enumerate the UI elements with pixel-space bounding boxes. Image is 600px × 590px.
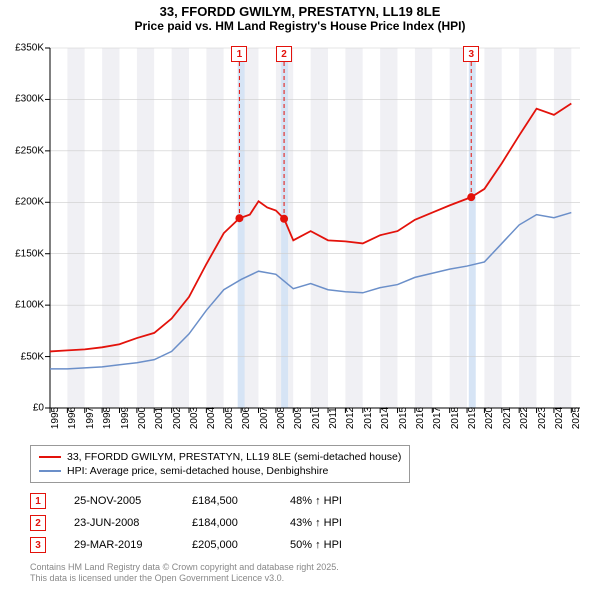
sale-diff: 50% ↑ HPI (290, 539, 370, 551)
x-tick-label: 2006 (241, 407, 252, 429)
x-tick-label: 2005 (224, 407, 235, 429)
legend-label: HPI: Average price, semi-detached house,… (67, 465, 328, 477)
chart-title-block: 33, FFORDD GWILYM, PRESTATYN, LL19 8LE P… (0, 0, 600, 33)
x-tick-label: 2002 (172, 407, 183, 429)
y-tick-label: £300K (15, 94, 44, 105)
x-tick-label: 2023 (537, 407, 548, 429)
sales-row: 3 29-MAR-2019 £205,000 50% ↑ HPI (30, 534, 370, 556)
x-tick-label: 2000 (137, 407, 148, 429)
x-tick-label: 2018 (450, 407, 461, 429)
sale-date: 25-NOV-2005 (74, 495, 164, 507)
chart-sale-marker: 1 (231, 46, 247, 62)
legend-item: HPI: Average price, semi-detached house,… (39, 464, 401, 478)
x-tick-label: 1995 (50, 407, 61, 429)
x-tick-label: 2004 (206, 407, 217, 429)
sales-row: 2 23-JUN-2008 £184,000 43% ↑ HPI (30, 512, 370, 534)
chart-svg (0, 40, 600, 440)
chart-sale-marker: 3 (463, 46, 479, 62)
x-tick-label: 2021 (502, 407, 513, 429)
x-tick-label: 2020 (484, 407, 495, 429)
x-tick-label: 2025 (571, 407, 582, 429)
chart-sale-marker: 2 (276, 46, 292, 62)
x-tick-label: 2011 (328, 407, 339, 429)
x-tick-label: 1997 (85, 407, 96, 429)
sale-marker-box: 3 (30, 537, 46, 553)
chart-area: £0 £50K £100K £150K £200K £250K £300K £350K 199… (0, 40, 600, 440)
x-tick-label: 2001 (154, 407, 165, 429)
footnote: Contains HM Land Registry data © Crown c… (30, 562, 339, 584)
sale-price: £184,000 (192, 517, 262, 529)
x-tick-label: 2012 (345, 407, 356, 429)
sale-diff: 43% ↑ HPI (290, 517, 370, 529)
legend: 33, FFORDD GWILYM, PRESTATYN, LL19 8LE (… (30, 445, 410, 483)
x-tick-label: 2010 (311, 407, 322, 429)
x-tick-label: 2016 (415, 407, 426, 429)
x-tick-label: 2019 (467, 407, 478, 429)
legend-swatch (39, 456, 61, 458)
x-tick-label: 2013 (363, 407, 374, 429)
sales-row: 1 25-NOV-2005 £184,500 48% ↑ HPI (30, 490, 370, 512)
chart-title-line2: Price paid vs. HM Land Registry's House … (0, 19, 600, 33)
y-tick-label: £350K (15, 43, 44, 54)
y-tick-label: £100K (15, 300, 44, 311)
sale-marker-box: 1 (30, 493, 46, 509)
x-tick-label: 2009 (293, 407, 304, 429)
sale-price: £205,000 (192, 539, 262, 551)
x-tick-label: 2014 (380, 407, 391, 429)
sale-date: 29-MAR-2019 (74, 539, 164, 551)
sale-price: £184,500 (192, 495, 262, 507)
x-tick-label: 2024 (554, 407, 565, 429)
x-tick-label: 1999 (120, 407, 131, 429)
sales-table: 1 25-NOV-2005 £184,500 48% ↑ HPI 2 23-JUN-200… (30, 490, 370, 556)
chart-title-line1: 33, FFORDD GWILYM, PRESTATYN, LL19 8LE (0, 4, 600, 19)
x-tick-label: 2017 (432, 407, 443, 429)
x-tick-label: 2003 (189, 407, 200, 429)
sale-diff: 48% ↑ HPI (290, 495, 370, 507)
legend-item: 33, FFORDD GWILYM, PRESTATYN, LL19 8LE (… (39, 450, 401, 464)
y-tick-label: £0 (33, 403, 44, 414)
y-tick-label: £200K (15, 197, 44, 208)
y-tick-label: £50K (21, 351, 44, 362)
sale-date: 23-JUN-2008 (74, 517, 164, 529)
footnote-line1: Contains HM Land Registry data © Crown c… (30, 562, 339, 573)
y-tick-label: £250K (15, 145, 44, 156)
x-tick-label: 2022 (519, 407, 530, 429)
x-tick-label: 1996 (67, 407, 78, 429)
legend-label: 33, FFORDD GWILYM, PRESTATYN, LL19 8LE (… (67, 451, 401, 463)
x-tick-label: 2015 (398, 407, 409, 429)
x-tick-label: 1998 (102, 407, 113, 429)
x-tick-label: 2007 (259, 407, 270, 429)
legend-swatch (39, 470, 61, 472)
sale-marker-box: 2 (30, 515, 46, 531)
x-tick-label: 2008 (276, 407, 287, 429)
footnote-line2: This data is licensed under the Open Gov… (30, 573, 339, 584)
y-tick-label: £150K (15, 248, 44, 259)
